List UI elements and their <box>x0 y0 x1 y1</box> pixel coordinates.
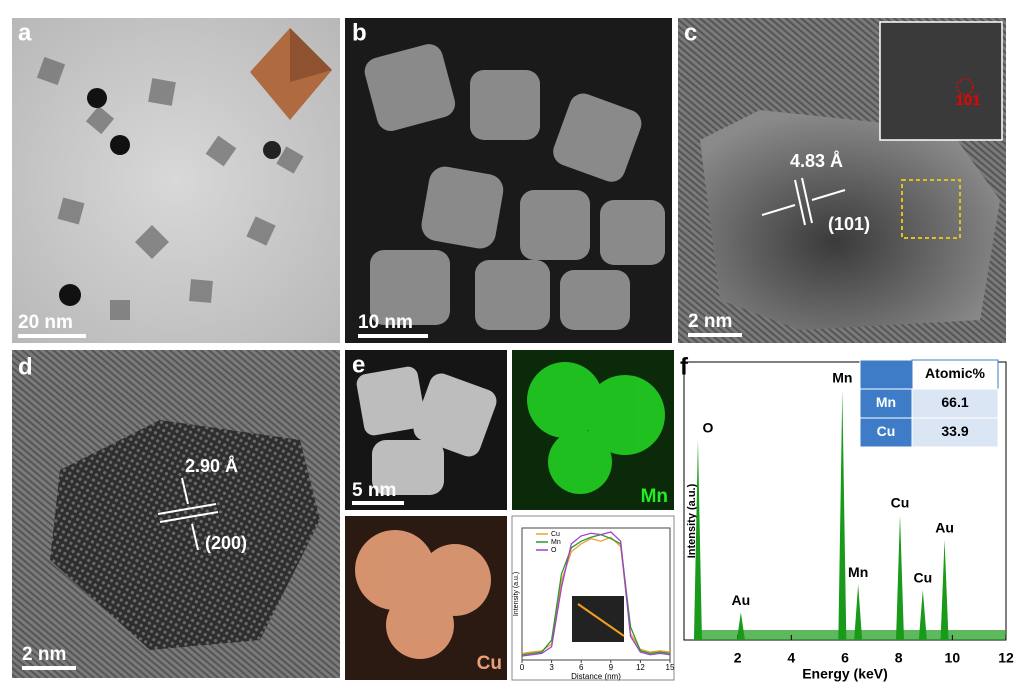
lattice-plane: (101) <box>828 214 870 234</box>
series-line <box>521 533 671 656</box>
panel-e <box>345 350 675 681</box>
peak-label: Au <box>732 592 751 608</box>
scale-bar-label: 20 nm <box>18 312 73 333</box>
table-cell <box>911 417 999 448</box>
lattice-spacing: 4.83 Å <box>790 151 843 171</box>
series-line <box>521 531 671 657</box>
x-axis-label: Energy (keV) <box>802 666 888 682</box>
peak <box>918 589 927 640</box>
x-tick-label: 12 <box>636 663 645 672</box>
lattice-plane: (200) <box>205 533 247 553</box>
panel-label: c <box>684 19 697 46</box>
peak <box>736 612 745 640</box>
peak <box>693 439 702 640</box>
peak-label: Cu <box>891 495 910 511</box>
panel-b <box>345 18 672 343</box>
inset-arrow <box>577 603 625 637</box>
scale-bar-label: 10 nm <box>358 312 413 333</box>
x-tick-label: 10 <box>945 650 961 666</box>
lattice-spacing: 2.90 Å <box>185 456 238 476</box>
panel-label: b <box>352 19 367 46</box>
panel-d <box>12 350 340 678</box>
peak-label: Mn <box>832 370 852 386</box>
map-label: Mn <box>641 486 668 507</box>
table-value: 33.9 <box>941 423 968 439</box>
scale-bar <box>358 334 428 338</box>
panel-c <box>678 18 1006 343</box>
peak <box>940 539 949 640</box>
scale-bar <box>22 666 76 670</box>
peak-label: Cu <box>913 570 932 586</box>
table-row-label: Mn <box>876 394 896 410</box>
x-tick-label: 6 <box>841 650 849 666</box>
table-value: 66.1 <box>941 394 968 410</box>
x-axis-label: Distance (nm) <box>571 672 621 681</box>
legend-label: Mn <box>551 539 561 546</box>
legend-label: O <box>551 547 557 554</box>
scale-bar <box>18 334 86 338</box>
fft-spot-label: 101 <box>955 92 980 109</box>
panel-label: a <box>18 19 32 46</box>
x-tick-label: 6 <box>579 663 584 672</box>
table-cell <box>859 359 913 390</box>
baseline-noise <box>698 630 1006 640</box>
scale-bar <box>688 333 742 337</box>
peak <box>854 584 863 640</box>
table-row-label: Cu <box>877 423 896 439</box>
scale-bar-label: 2 nm <box>688 311 732 332</box>
peak <box>838 389 847 640</box>
legend-label: Cu <box>551 531 560 538</box>
scale-bar-label: 5 nm <box>352 480 396 501</box>
panel-a <box>12 18 340 343</box>
x-tick-label: 8 <box>895 650 903 666</box>
panel-label: d <box>18 353 33 380</box>
peak-label: O <box>703 420 714 436</box>
scale-bar-label: 2 nm <box>22 644 66 665</box>
peak-label: Mn <box>848 564 868 580</box>
x-tick-label: 15 <box>666 663 675 672</box>
panel-label: e <box>352 351 365 378</box>
plot-frame <box>521 527 671 661</box>
peak-label: Au <box>935 520 954 536</box>
map-label: Cu <box>477 653 502 674</box>
scale-bar <box>352 501 404 505</box>
x-tick-label: 0 <box>520 663 525 672</box>
peak <box>896 514 905 640</box>
x-tick-label: 9 <box>609 663 614 672</box>
x-tick-label: 3 <box>549 663 554 672</box>
y-axis-label: Intensity (a.u.) <box>513 572 520 616</box>
x-tick-label: 2 <box>734 650 742 666</box>
table-header: Atomic% <box>925 365 985 381</box>
x-tick-label: 4 <box>787 650 795 666</box>
x-tick-label: 12 <box>998 650 1014 666</box>
series-line <box>521 536 671 655</box>
y-axis-label: Intensity (a.u.) <box>686 483 698 558</box>
